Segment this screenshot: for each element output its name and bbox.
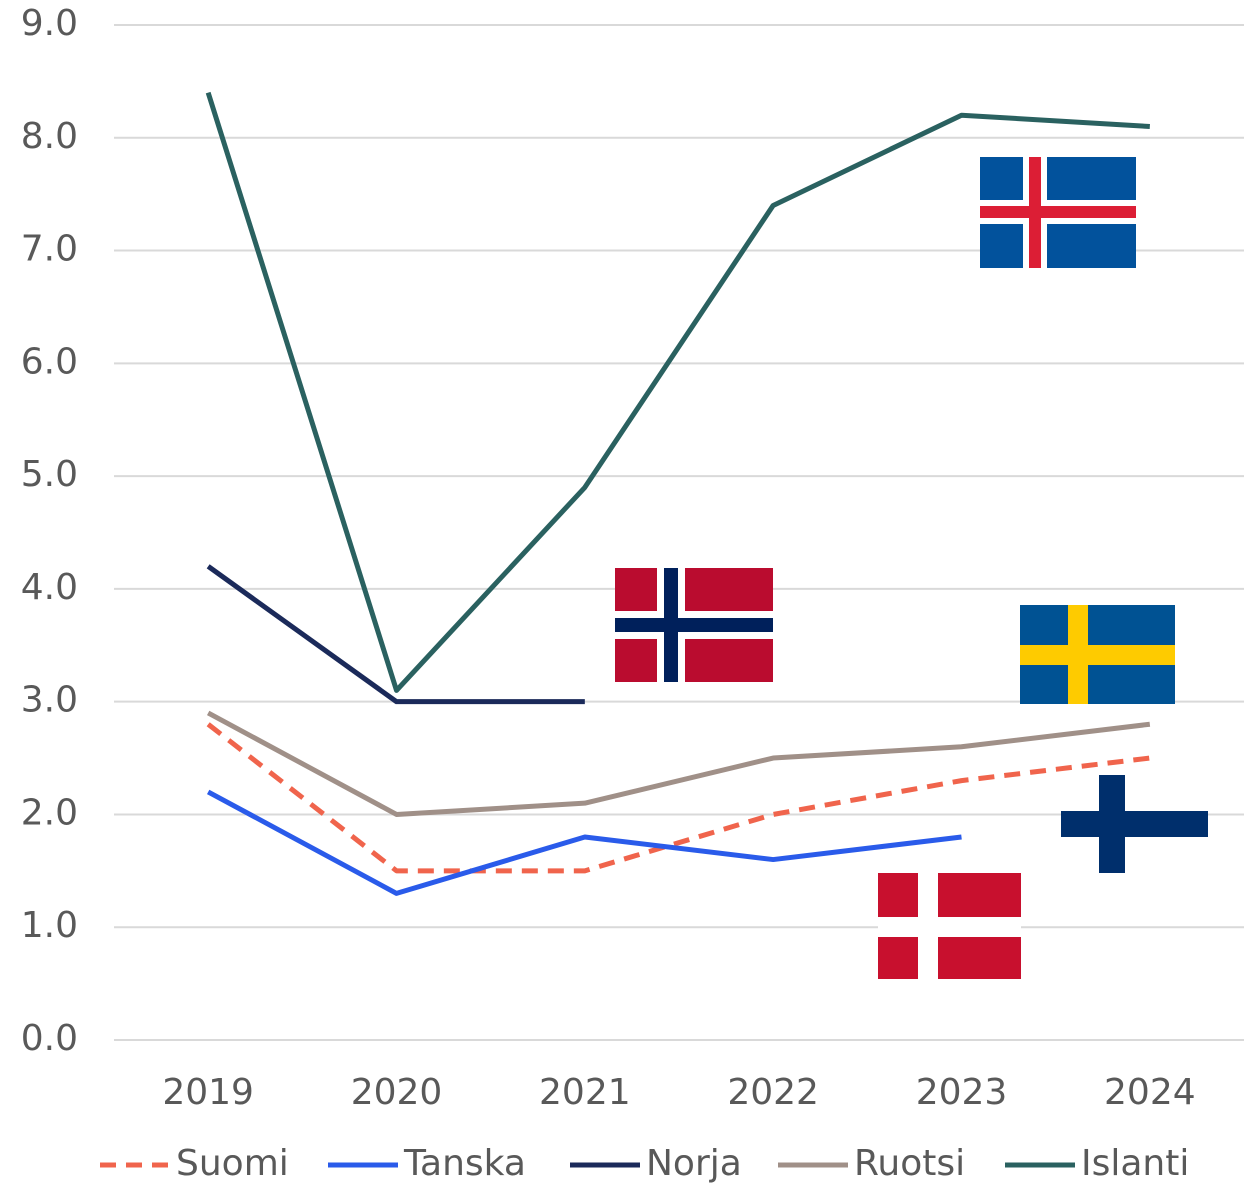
series-line	[206, 564, 585, 705]
x-tick-label: 2020	[351, 1072, 443, 1113]
series-line	[206, 710, 1151, 817]
legend-label: Norja	[646, 1143, 742, 1184]
y-tick-label: 9.0	[21, 3, 78, 44]
x-tick-label: 2022	[727, 1072, 819, 1113]
flag-finland	[1061, 775, 1208, 873]
legend-label: Islanti	[1081, 1143, 1189, 1184]
y-tick-label: 2.0	[21, 792, 78, 833]
x-tick-label: 2024	[1104, 1072, 1196, 1113]
y-tick-label: 5.0	[21, 454, 78, 495]
flag-denmark	[878, 873, 1021, 979]
y-tick-label: 8.0	[21, 116, 78, 157]
series-line	[206, 722, 1151, 874]
series-line	[205, 91, 1150, 693]
flag-iceland	[980, 157, 1136, 268]
flag-sweden	[1020, 605, 1175, 704]
y-tick-label: 6.0	[21, 341, 78, 382]
series-line	[206, 789, 962, 896]
flag-norway	[615, 568, 773, 682]
y-tick-label: 7.0	[21, 229, 78, 270]
legend-label: Ruotsi	[854, 1143, 965, 1184]
y-tick-label: 4.0	[21, 567, 78, 608]
y-tick-label: 1.0	[21, 905, 78, 946]
x-tick-label: 2023	[916, 1072, 1008, 1113]
flags	[615, 157, 1208, 979]
legend-label: Suomi	[176, 1143, 289, 1184]
legend-label: Tanska	[403, 1143, 526, 1184]
y-tick-label: 0.0	[21, 1018, 78, 1059]
x-tick-label: 2019	[162, 1072, 254, 1113]
y-tick-label: 3.0	[21, 680, 78, 721]
x-tick-label: 2021	[539, 1072, 631, 1113]
